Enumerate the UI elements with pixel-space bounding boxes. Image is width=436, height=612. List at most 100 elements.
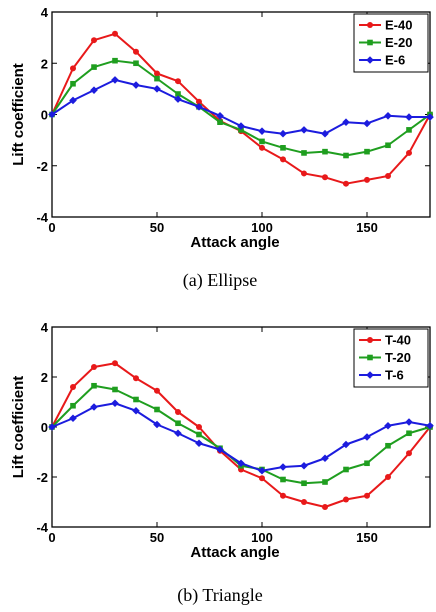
- data-point: [321, 454, 329, 463]
- data-point: [342, 118, 350, 126]
- data-point: [364, 176, 370, 183]
- legend-label: T-20: [385, 350, 411, 365]
- data-point: [300, 126, 308, 134]
- y-tick-label: 4: [41, 320, 49, 335]
- data-point: [405, 113, 413, 121]
- data-point: [259, 475, 265, 482]
- y-tick-label: -2: [36, 470, 48, 485]
- x-tick-label: 0: [48, 530, 55, 545]
- data-point: [322, 174, 328, 181]
- data-point: [301, 150, 307, 156]
- data-point: [363, 433, 371, 441]
- data-point: [111, 76, 119, 84]
- data-point: [174, 429, 182, 438]
- data-point: [364, 460, 370, 467]
- data-point: [279, 129, 287, 138]
- data-point: [111, 399, 119, 408]
- data-point: [91, 64, 97, 70]
- legend-label: T-40: [385, 333, 411, 348]
- data-point: [280, 492, 286, 499]
- data-point: [238, 127, 244, 133]
- data-point: [363, 119, 371, 128]
- legend-label: E-6: [385, 53, 405, 68]
- legend-marker: [367, 337, 373, 343]
- data-point: [406, 127, 412, 133]
- data-point: [91, 37, 97, 44]
- y-tick-label: -4: [36, 520, 48, 535]
- data-point: [384, 111, 392, 120]
- data-point: [258, 466, 266, 475]
- data-point: [70, 402, 76, 409]
- data-point: [406, 430, 412, 437]
- data-point: [385, 173, 391, 179]
- data-point: [132, 81, 140, 89]
- x-axis-label: Attack angle: [190, 544, 279, 561]
- data-point: [426, 113, 434, 121]
- data-point: [301, 480, 307, 487]
- data-point: [69, 414, 77, 423]
- data-point: [196, 424, 202, 430]
- data-point: [196, 431, 202, 438]
- data-point: [174, 95, 182, 103]
- data-point: [301, 499, 307, 505]
- data-point: [279, 463, 287, 471]
- data-point: [384, 421, 392, 430]
- legend-marker: [367, 22, 373, 28]
- data-point: [153, 85, 161, 93]
- data-point: [154, 406, 160, 413]
- data-point: [385, 142, 391, 149]
- data-point: [406, 450, 412, 457]
- x-tick-label: 150: [356, 530, 378, 545]
- legend-label: E-20: [385, 35, 412, 50]
- x-axis-label: Attack angle: [190, 234, 279, 251]
- data-point: [259, 144, 265, 151]
- data-point: [48, 110, 56, 119]
- legend-label: T-6: [385, 368, 404, 383]
- data-point: [280, 145, 286, 151]
- x-tick-label: 100: [251, 220, 273, 235]
- y-tick-label: 0: [41, 420, 48, 435]
- data-point: [90, 403, 98, 411]
- data-point: [405, 418, 413, 426]
- data-point: [343, 152, 349, 159]
- data-point: [70, 80, 76, 87]
- data-point: [426, 421, 434, 430]
- legend-label: E-40: [385, 18, 412, 33]
- data-point: [322, 479, 328, 485]
- data-point: [343, 180, 349, 187]
- x-tick-label: 100: [251, 530, 273, 545]
- data-point: [216, 445, 224, 454]
- data-point: [217, 119, 223, 125]
- data-point: [70, 384, 76, 390]
- y-tick-label: -2: [36, 159, 48, 174]
- data-point: [112, 30, 118, 37]
- x-tick-label: 0: [48, 220, 55, 235]
- data-point: [112, 57, 118, 64]
- data-point: [385, 442, 391, 449]
- caption-ellipse: (a) Ellipse: [183, 270, 257, 291]
- data-point: [280, 476, 286, 483]
- x-tick-label: 150: [356, 220, 378, 235]
- data-point: [175, 409, 181, 415]
- y-tick-label: 0: [41, 108, 48, 123]
- data-point: [322, 504, 328, 510]
- data-point: [154, 387, 160, 394]
- data-point: [195, 439, 203, 448]
- data-point: [406, 149, 412, 156]
- data-point: [112, 360, 118, 367]
- legend-marker: [366, 371, 374, 379]
- y-tick-label: 4: [41, 5, 49, 20]
- data-point: [175, 78, 181, 85]
- x-tick-label: 50: [150, 220, 164, 235]
- data-point: [216, 111, 224, 120]
- data-point: [364, 148, 370, 155]
- data-point: [133, 375, 139, 382]
- data-point: [321, 129, 329, 138]
- data-point: [133, 60, 139, 67]
- legend-marker: [367, 39, 373, 46]
- x-tick-label: 50: [150, 530, 164, 545]
- data-point: [175, 91, 181, 97]
